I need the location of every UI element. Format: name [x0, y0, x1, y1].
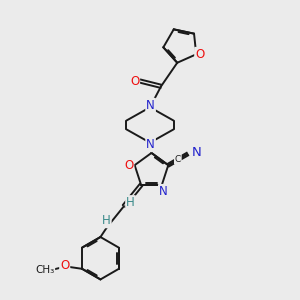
Text: O: O [60, 259, 69, 272]
Text: N: N [146, 99, 155, 112]
Text: N: N [159, 185, 168, 198]
Text: O: O [195, 48, 204, 61]
Text: C: C [175, 155, 181, 164]
Text: H: H [102, 214, 111, 227]
Text: O: O [124, 159, 134, 172]
Text: O: O [130, 74, 139, 88]
Text: CH₃: CH₃ [35, 265, 54, 275]
Text: H: H [126, 196, 135, 209]
Text: N: N [146, 138, 155, 151]
Text: N: N [192, 146, 202, 159]
